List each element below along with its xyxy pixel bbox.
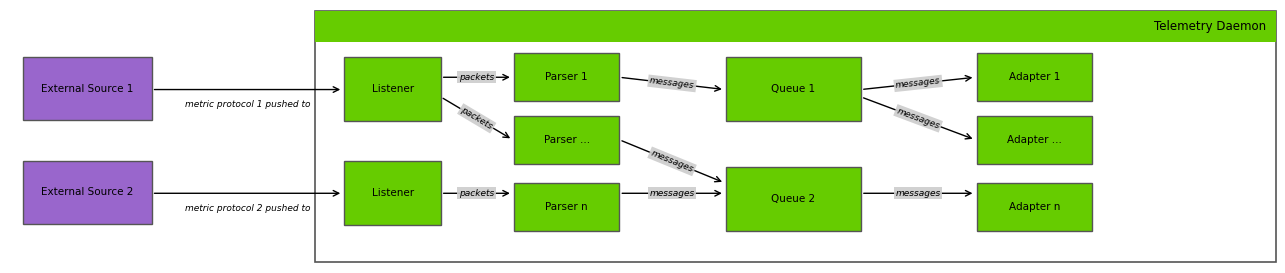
Text: Listener: Listener bbox=[371, 188, 414, 198]
FancyBboxPatch shape bbox=[726, 57, 861, 121]
Text: messages: messages bbox=[896, 76, 941, 90]
Text: metric protocol 1 pushed to: metric protocol 1 pushed to bbox=[185, 100, 310, 109]
FancyBboxPatch shape bbox=[977, 53, 1092, 101]
FancyBboxPatch shape bbox=[514, 116, 619, 164]
FancyBboxPatch shape bbox=[344, 161, 441, 225]
Text: Parser ...: Parser ... bbox=[544, 135, 590, 145]
Text: External Source 1: External Source 1 bbox=[41, 84, 134, 94]
Text: Queue 1: Queue 1 bbox=[771, 84, 816, 94]
Text: Queue 2: Queue 2 bbox=[771, 194, 816, 204]
FancyBboxPatch shape bbox=[977, 116, 1092, 164]
Text: Adapter 1: Adapter 1 bbox=[1009, 72, 1060, 82]
Text: packets: packets bbox=[459, 105, 495, 131]
FancyBboxPatch shape bbox=[977, 183, 1092, 231]
Text: packets: packets bbox=[459, 189, 495, 198]
Text: Parser n: Parser n bbox=[545, 202, 589, 212]
Text: Parser 1: Parser 1 bbox=[545, 72, 589, 82]
FancyBboxPatch shape bbox=[514, 183, 619, 231]
Text: External Source 2: External Source 2 bbox=[41, 188, 134, 197]
Text: messages: messages bbox=[896, 189, 941, 198]
FancyBboxPatch shape bbox=[315, 11, 1276, 42]
FancyBboxPatch shape bbox=[315, 11, 1276, 262]
Text: messages: messages bbox=[649, 189, 695, 198]
Text: Telemetry Daemon: Telemetry Daemon bbox=[1154, 20, 1266, 33]
Text: Adapter ...: Adapter ... bbox=[1007, 135, 1061, 145]
FancyBboxPatch shape bbox=[344, 57, 441, 121]
FancyBboxPatch shape bbox=[726, 167, 861, 231]
Text: packets: packets bbox=[459, 73, 495, 82]
Text: Adapter n: Adapter n bbox=[1009, 202, 1060, 212]
Text: Listener: Listener bbox=[371, 84, 414, 94]
Text: messages: messages bbox=[649, 76, 695, 90]
FancyBboxPatch shape bbox=[514, 53, 619, 101]
FancyBboxPatch shape bbox=[23, 57, 152, 120]
Text: messages: messages bbox=[896, 106, 941, 130]
Text: metric protocol 2 pushed to: metric protocol 2 pushed to bbox=[185, 204, 310, 213]
Text: messages: messages bbox=[649, 149, 695, 174]
FancyBboxPatch shape bbox=[23, 161, 152, 224]
